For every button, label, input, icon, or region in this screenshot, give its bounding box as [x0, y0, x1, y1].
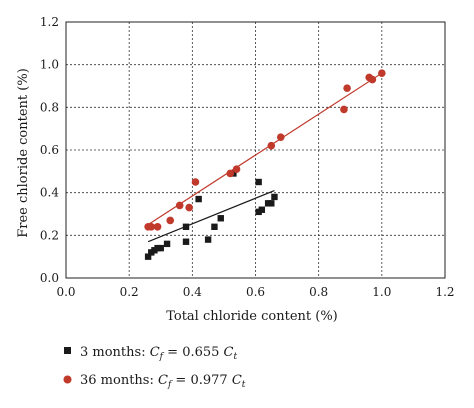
y-tick-label: 0.8 [40, 100, 59, 114]
data-point-36-months [147, 223, 156, 231]
data-point-36-months [276, 133, 285, 141]
legend: 3 months: Cf = 0.655 Ct 36 months: Cf = … [63, 345, 246, 390]
legend-name-3-months: 3 months [80, 345, 141, 360]
x-tick-label: 0.0 [56, 285, 75, 299]
x-tick-label: 0.8 [309, 285, 328, 299]
data-point-36-months [267, 141, 276, 150]
data-point-36-months [226, 169, 235, 178]
data-point-36-months [185, 203, 193, 212]
x-tick-label: 0.6 [246, 285, 265, 299]
y-tick-label: 0.2 [40, 228, 59, 242]
data-point-3-months [255, 178, 262, 186]
y-tick-label: 0.0 [40, 271, 59, 285]
data-point-3-months [258, 206, 266, 213]
x-tick-labels: 0.0 0.2 0.4 0.6 0.8 1.0 1.2 [56, 285, 454, 299]
data-point-3-months [217, 215, 224, 222]
x-tick-label: 1.0 [372, 285, 391, 299]
data-point-3-months [182, 238, 190, 245]
data-point-3-months [163, 240, 171, 248]
legend-marker-36-months [63, 375, 72, 384]
trend-line-36-months [147, 72, 383, 226]
data-point-36-months [232, 165, 241, 173]
data-point-3-months [195, 195, 202, 203]
grid [66, 22, 445, 278]
legend-name-36-months: 36 months [80, 373, 149, 388]
y-tick-label: 0.4 [40, 186, 59, 200]
x-axis-label: Total chloride content (%) [166, 309, 338, 324]
x-tick-label: 0.2 [120, 285, 139, 299]
data-points [144, 69, 386, 260]
trend-line-3-months [147, 189, 275, 243]
x-tick-label: 0.4 [183, 285, 202, 299]
y-tick-label: 0.6 [40, 143, 59, 157]
data-point-36-months [191, 178, 200, 186]
data-point-3-months [157, 244, 164, 252]
data-point-3-months [144, 253, 152, 260]
legend-entry-36-months: 36 months: Cf = 0.977 Ct [80, 373, 246, 390]
data-point-36-months [343, 84, 351, 92]
data-point-36-months [368, 75, 377, 84]
legend-entry-3-months: 3 months: Cf = 0.655 Ct [80, 345, 238, 362]
x-tick-label: 1.2 [435, 285, 454, 299]
trend-lines [147, 72, 383, 243]
data-point-3-months [211, 223, 218, 230]
data-point-36-months [175, 201, 184, 210]
data-point-3-months [182, 223, 190, 230]
y-tick-label: 1.0 [40, 58, 59, 72]
data-point-3-months [204, 236, 212, 243]
y-axis-label: Free chloride content (%) [16, 68, 31, 238]
data-point-3-months [271, 193, 278, 201]
data-point-36-months [340, 105, 348, 114]
legend-marker-3-months [64, 347, 71, 354]
y-tick-labels: 0.0 0.2 0.4 0.6 0.8 1.0 1.2 [40, 15, 59, 285]
y-tick-label: 1.2 [40, 15, 59, 29]
plot-frame [65, 21, 446, 279]
data-point-36-months [166, 216, 175, 225]
data-point-36-months [153, 223, 162, 231]
data-point-3-months [268, 200, 275, 207]
data-point-36-months [378, 69, 386, 77]
